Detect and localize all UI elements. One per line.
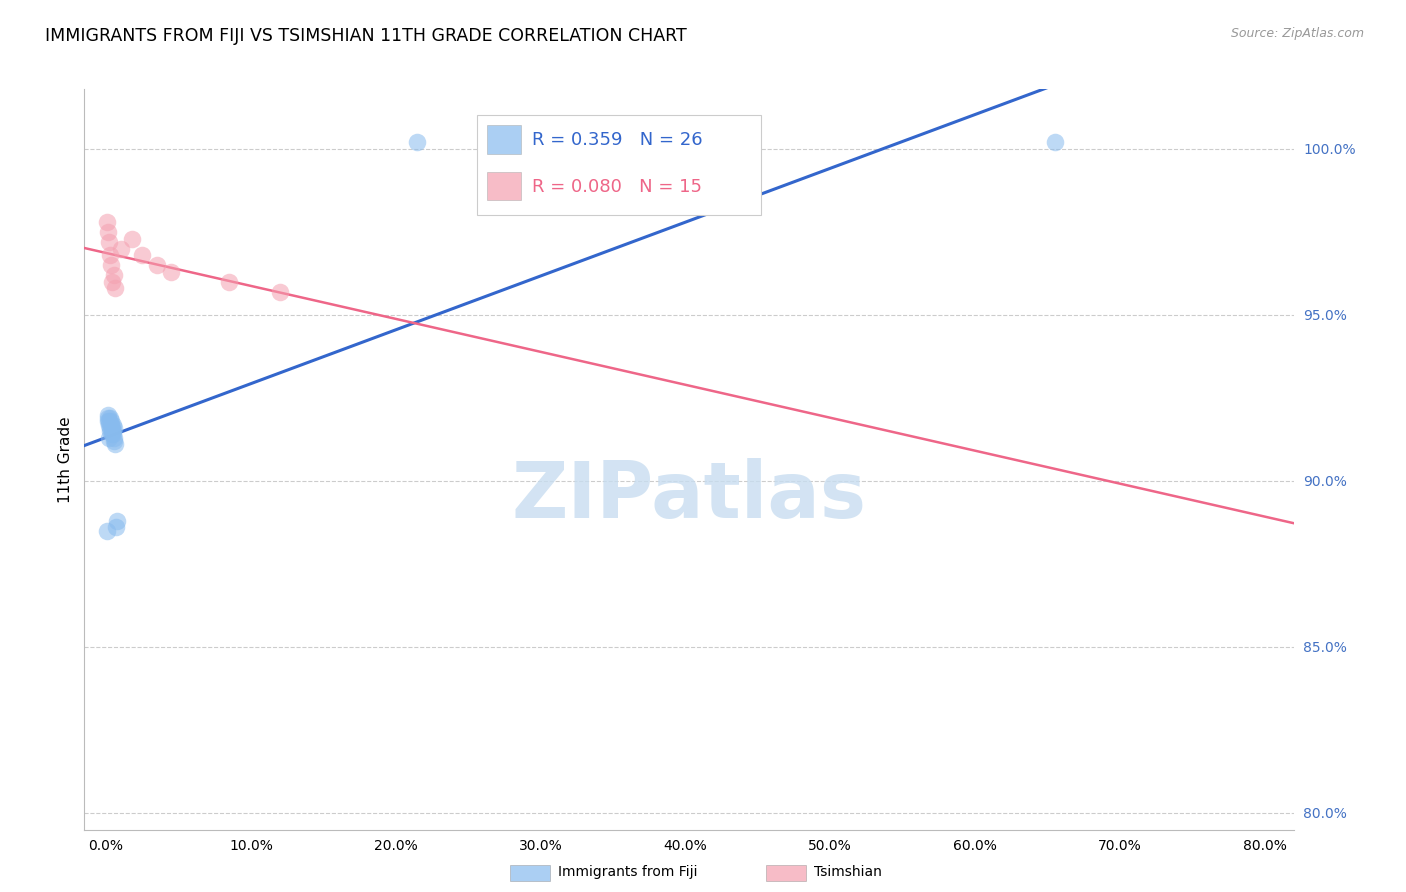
Text: Tsimshian: Tsimshian <box>814 865 882 880</box>
Point <box>131 248 153 262</box>
Text: ZIPatlas: ZIPatlas <box>512 458 866 534</box>
Point <box>104 437 127 451</box>
Text: R = 0.080   N = 15: R = 0.080 N = 15 <box>531 178 702 196</box>
Point <box>100 414 122 428</box>
Point <box>96 215 118 229</box>
Point <box>98 424 121 438</box>
Text: Immigrants from Fiji: Immigrants from Fiji <box>558 865 697 880</box>
Point <box>96 414 118 428</box>
Point <box>110 242 132 256</box>
Point <box>121 231 143 245</box>
Point <box>103 431 125 445</box>
FancyBboxPatch shape <box>478 115 762 215</box>
Point <box>406 136 429 150</box>
Point <box>104 281 127 295</box>
Point <box>96 524 118 538</box>
Point <box>100 421 122 435</box>
Point <box>269 285 291 299</box>
Point <box>105 514 128 528</box>
Text: Source: ZipAtlas.com: Source: ZipAtlas.com <box>1230 27 1364 40</box>
Point <box>98 248 121 262</box>
Point <box>98 417 121 432</box>
Point <box>97 225 120 239</box>
Point <box>101 424 124 438</box>
Point <box>98 414 121 428</box>
Text: IMMIGRANTS FROM FIJI VS TSIMSHIAN 11TH GRADE CORRELATION CHART: IMMIGRANTS FROM FIJI VS TSIMSHIAN 11TH G… <box>45 27 686 45</box>
Point <box>103 424 125 438</box>
Point <box>97 410 120 425</box>
Point <box>101 427 124 442</box>
Point <box>104 520 127 534</box>
Point <box>101 417 124 432</box>
Point <box>101 275 124 289</box>
Point <box>100 421 122 435</box>
FancyBboxPatch shape <box>486 126 520 153</box>
Point <box>97 431 120 445</box>
Text: R = 0.359   N = 26: R = 0.359 N = 26 <box>531 131 703 149</box>
Point <box>101 427 124 442</box>
Y-axis label: 11th Grade: 11th Grade <box>58 416 73 503</box>
Point <box>218 275 240 289</box>
Point <box>98 410 121 425</box>
Point <box>97 408 120 422</box>
Point <box>100 258 122 272</box>
Point <box>160 265 183 279</box>
Point <box>103 421 125 435</box>
FancyBboxPatch shape <box>486 172 520 201</box>
Point <box>103 268 125 282</box>
Point <box>145 258 167 272</box>
Point <box>97 235 120 249</box>
Point <box>103 434 125 449</box>
Point <box>100 417 122 432</box>
Point <box>1043 136 1066 150</box>
